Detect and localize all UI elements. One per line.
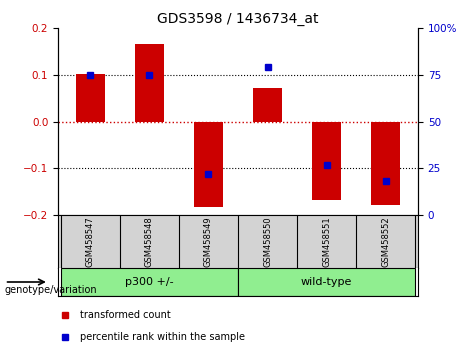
Text: GSM458552: GSM458552: [381, 216, 390, 267]
Text: transformed count: transformed count: [80, 310, 171, 320]
Bar: [371, 121, 400, 205]
Bar: [312, 121, 341, 200]
Text: GSM458549: GSM458549: [204, 216, 213, 267]
Bar: [135, 44, 164, 121]
Text: GSM458550: GSM458550: [263, 216, 272, 267]
Bar: [194, 121, 223, 207]
Bar: [61, 268, 238, 296]
Text: percentile rank within the sample: percentile rank within the sample: [80, 332, 245, 342]
Text: GSM458551: GSM458551: [322, 216, 331, 267]
Text: wild-type: wild-type: [301, 277, 352, 287]
Title: GDS3598 / 1436734_at: GDS3598 / 1436734_at: [157, 12, 319, 25]
Text: genotype/variation: genotype/variation: [5, 285, 97, 295]
Bar: [253, 88, 282, 121]
Text: GSM458548: GSM458548: [145, 216, 154, 267]
Text: GSM458547: GSM458547: [86, 216, 95, 267]
Bar: [76, 74, 105, 121]
Text: p300 +/-: p300 +/-: [125, 277, 174, 287]
Bar: [238, 268, 415, 296]
